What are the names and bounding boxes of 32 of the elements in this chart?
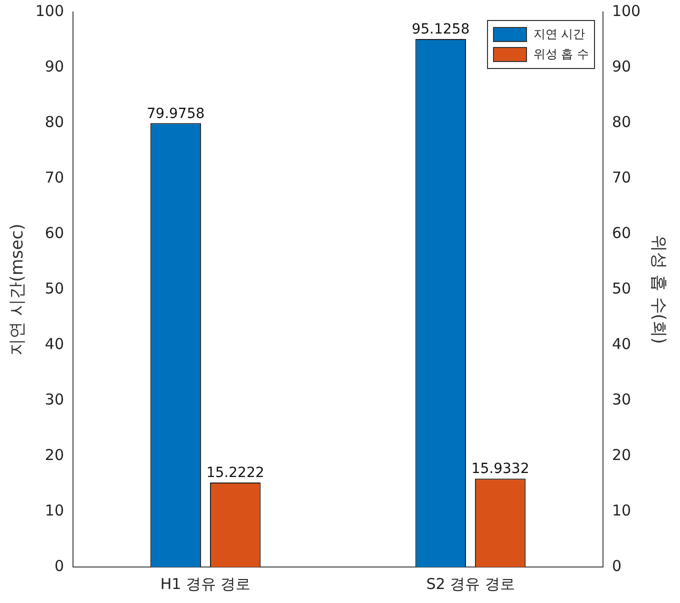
y-tick-label: 50 <box>44 279 64 298</box>
y2-tick-label: 90 <box>612 57 632 76</box>
data-label: 15.2222 <box>206 465 264 482</box>
x-tick-label: S2 경유 경로 <box>426 574 515 593</box>
y2-tick-label: 80 <box>612 112 632 131</box>
y-tick-label: 20 <box>44 446 64 464</box>
y2-axis-title: 위성 홉 수(회) <box>648 234 668 344</box>
y2-tick-label: 40 <box>612 334 632 353</box>
y-tick-label: 80 <box>44 112 64 131</box>
y-tick-label: 10 <box>44 501 64 520</box>
y2-tick-label: 100 <box>612 2 641 20</box>
y2-tick-label: 30 <box>612 390 632 408</box>
y2-tick-label: 70 <box>612 168 632 186</box>
y2-tick-label: 20 <box>612 446 632 464</box>
y-tick-label: 90 <box>44 57 64 76</box>
data-label: 15.9332 <box>471 461 530 478</box>
y2-tick-label: 60 <box>612 224 632 242</box>
legend-label: 지연 시간 <box>533 26 586 43</box>
y-tick-label: 0 <box>54 556 64 575</box>
y-tick-label: 60 <box>44 224 64 242</box>
y2-tick-label: 10 <box>612 501 632 520</box>
data-label: 79.9758 <box>146 106 205 122</box>
y-tick-label: 100 <box>35 2 64 20</box>
y-tick-label: 30 <box>44 390 64 408</box>
data-label: 95.1258 <box>412 22 470 38</box>
x-tick-label: H1 경유 경로 <box>160 574 251 593</box>
y-tick-label: 70 <box>44 168 64 186</box>
legend-label: 위성 홉 수 <box>533 46 589 63</box>
y2-tick-label: 0 <box>612 556 622 575</box>
y2-tick-label: 50 <box>612 279 632 298</box>
y-tick-label: 40 <box>44 334 64 353</box>
y-axis-title: 지연 시간(msec) <box>8 224 28 356</box>
